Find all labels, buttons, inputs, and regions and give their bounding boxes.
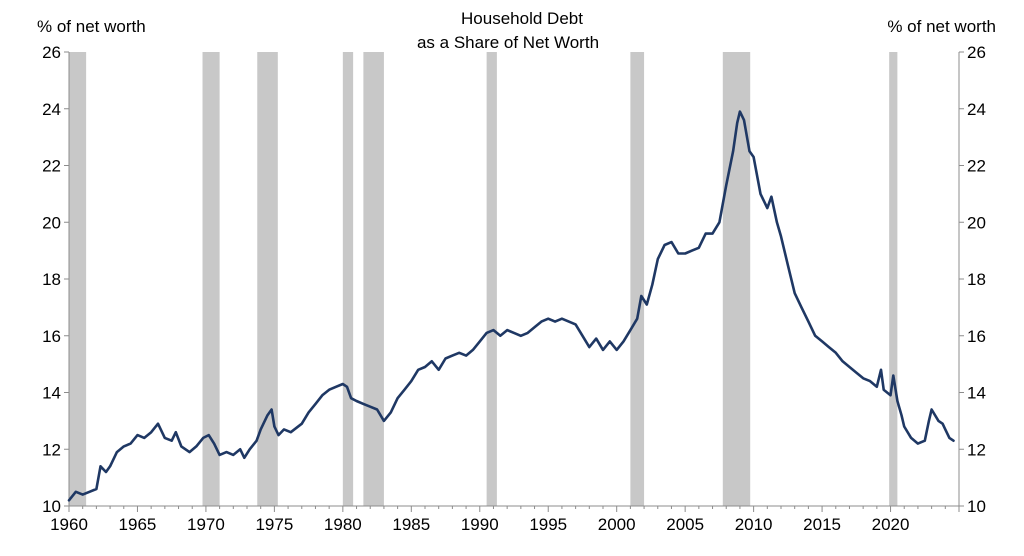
y-tick-label-left-18: 18: [42, 270, 61, 289]
y-tick-label-left-16: 16: [42, 327, 61, 346]
y-tick-label-right-18: 18: [967, 270, 986, 289]
recession-band-1: [202, 52, 220, 506]
chart-title-line-1: Household Debt: [461, 9, 583, 28]
y-tick-label-left-24: 24: [42, 100, 61, 119]
y-tick-label-left-22: 22: [42, 157, 61, 176]
right-axis-title: % of net worth: [887, 17, 996, 36]
left-axis-title: % of net worth: [37, 17, 146, 36]
y-tick-label-right-26: 26: [967, 43, 986, 62]
x-tick-label-1960: 1960: [50, 515, 88, 534]
x-tick-label-2015: 2015: [803, 515, 841, 534]
x-tick-label-1965: 1965: [119, 515, 157, 534]
y-tick-labels-right: 10 12 14 16 18 20 22 24 26: [967, 43, 986, 516]
y-tick-label-right-24: 24: [967, 100, 986, 119]
y-tick-label-left-26: 26: [42, 43, 61, 62]
x-tick-label-1970: 1970: [187, 515, 225, 534]
y-tick-label-right-14: 14: [967, 384, 986, 403]
recession-bands: [69, 52, 898, 506]
y-tick-label-right-12: 12: [967, 440, 986, 459]
axes: [64, 51, 964, 512]
y-tick-label-right-16: 16: [967, 327, 986, 346]
y-tick-label-left-20: 20: [42, 213, 61, 232]
x-tick-label-1995: 1995: [529, 515, 567, 534]
x-tick-label-1980: 1980: [324, 515, 362, 534]
y-tick-label-left-10: 10: [42, 497, 61, 516]
recession-band-0: [69, 52, 87, 506]
x-tick-label-1975: 1975: [255, 515, 293, 534]
x-tick-labels: 1960 1965 1970 1975 1980 1985 1990 1995 2000 2005…: [50, 515, 909, 534]
series-layer: [67, 110, 955, 502]
x-tick-label-2005: 2005: [666, 515, 704, 534]
recession-band-3: [342, 52, 354, 506]
x-tick-label-2020: 2020: [872, 515, 910, 534]
x-tick-label-1985: 1985: [392, 515, 430, 534]
series-line-0: [67, 110, 955, 502]
recession-band-2: [257, 52, 278, 506]
chart-title-line-2: as a Share of Net Worth: [417, 33, 599, 52]
y-tick-label-right-20: 20: [967, 213, 986, 232]
recession-band-7: [722, 52, 751, 506]
x-tick-label-2010: 2010: [735, 515, 773, 534]
recession-band-6: [630, 52, 645, 506]
y-tick-label-right-22: 22: [967, 157, 986, 176]
y-tick-label-left-14: 14: [42, 384, 61, 403]
y-tick-label-right-10: 10: [967, 497, 986, 516]
y-tick-label-left-12: 12: [42, 440, 61, 459]
recession-band-4: [363, 52, 384, 506]
x-tick-label-1990: 1990: [461, 515, 499, 534]
x-tick-label-2000: 2000: [598, 515, 636, 534]
y-tick-labels-left: 10 12 14 16 18 20 22 24 26: [42, 43, 61, 516]
recession-band-5: [486, 52, 497, 506]
recession-band-8: [889, 52, 898, 506]
